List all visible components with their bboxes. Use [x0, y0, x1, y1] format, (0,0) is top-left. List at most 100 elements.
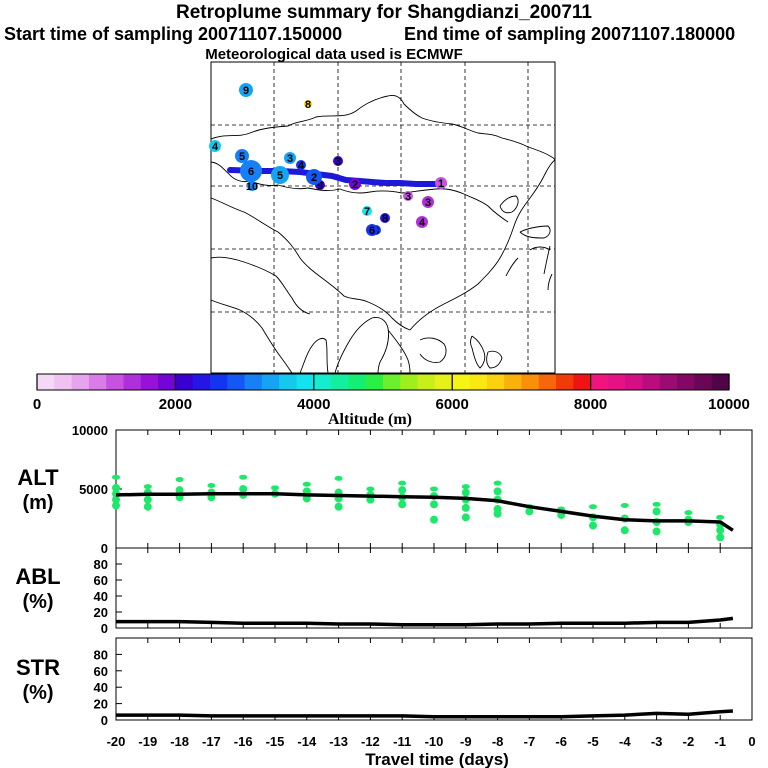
- chart-title: Retroplume summary for Shangdianzi_20071…: [175, 2, 593, 23]
- map-marker: [296, 160, 306, 170]
- str-series-line: [116, 709, 734, 719]
- colorbar-swatch: [434, 374, 453, 390]
- alt-scatter-point: [461, 488, 470, 497]
- colorbar-swatch: [71, 374, 90, 390]
- colorbar-tick-label: 10000: [708, 396, 750, 413]
- map-marker-label: 8: [305, 99, 311, 111]
- y-tick-label: 0: [101, 713, 108, 728]
- colorbar-swatch: [261, 374, 280, 390]
- colorbar-swatch: [123, 374, 142, 390]
- colorbar-tick-label: 4000: [297, 396, 330, 413]
- alt-scatter-point: [716, 526, 725, 535]
- colorbar-swatch: [469, 374, 488, 390]
- map-marker-label: 6: [248, 166, 254, 178]
- x-tick-label: -8: [492, 734, 504, 749]
- x-tick-label: -11: [393, 734, 411, 749]
- colorbar-swatch: [227, 374, 246, 390]
- colorbar-swatch: [538, 374, 557, 390]
- y-tick-label: 60: [94, 573, 108, 588]
- map-marker-label: 1: [438, 178, 444, 190]
- colorbar-swatch: [210, 374, 228, 390]
- alt-scatter-point: [652, 507, 661, 516]
- map-marker: [366, 224, 378, 236]
- y-tick-label: 20: [94, 697, 108, 712]
- alt-scatter-point: [334, 502, 343, 511]
- map-marker: [306, 169, 322, 185]
- alt-scatter-point: [207, 482, 216, 488]
- map-marker-label: 5: [277, 170, 283, 182]
- map-marker-label: 4: [212, 141, 219, 153]
- plot-frame: [115, 637, 753, 721]
- y-tick-label: 80: [94, 557, 108, 572]
- alt-scatter-point: [716, 514, 725, 520]
- map-marker-label: 2: [311, 172, 317, 184]
- end-time-label: End time of sampling 20071107.180000: [404, 24, 736, 44]
- colorbar-swatch: [521, 374, 540, 390]
- map-marker: [284, 152, 296, 164]
- map-marker: [333, 156, 343, 166]
- colorbar-swatch: [313, 374, 332, 390]
- colorbar-swatch: [642, 374, 661, 390]
- alt-scatter-point: [112, 501, 120, 510]
- colorbar-label: Altitude (m): [328, 411, 412, 428]
- alt-scatter-point: [430, 500, 438, 509]
- map-panel: 9843543928786343165210: [209, 61, 556, 374]
- alt-scatter-point: [175, 477, 184, 483]
- x-axis: -20 -19 -18 -17 -16 -15 -14 -13 -12 -11 -10 -9 -8 -7-…: [107, 734, 756, 768]
- map-marker: [304, 100, 312, 108]
- met-data-label: Meteorological data used is ECMWF: [205, 46, 463, 63]
- y-tick-label: 0: [101, 541, 108, 556]
- abl-series-line: [116, 616, 734, 627]
- alt-scatter-point: [239, 485, 248, 493]
- map-marker: [403, 191, 413, 201]
- y-axis-unit: (m): [22, 492, 53, 514]
- colorbar-tick-label: 2000: [159, 396, 192, 413]
- map-marker-label: 8: [382, 213, 388, 225]
- colorbar-swatch: [383, 374, 401, 390]
- alt-scatter-point: [684, 510, 693, 516]
- coastlines: [210, 95, 556, 374]
- alt-scatter-point: [461, 513, 470, 522]
- alt-scatter-point: [112, 495, 120, 504]
- colorbar-swatch: [486, 374, 505, 390]
- y-axis-label: ABL: [15, 564, 60, 589]
- y-axis-label: STR: [16, 655, 60, 680]
- map-marker-label: 6: [369, 225, 375, 237]
- map-grid: [211, 62, 555, 373]
- map-marker-label: 7: [364, 206, 370, 218]
- y-tick-label: 10000: [72, 423, 108, 438]
- alt-scatter-point: [652, 501, 661, 507]
- colorbar-swatch: [54, 374, 73, 390]
- alt-series-line: [115, 491, 734, 532]
- map-marker-label: 3: [405, 191, 411, 203]
- colorbar-swatch: [348, 374, 367, 390]
- alt-scatter-point: [430, 486, 438, 492]
- x-axis-label: Travel time (days): [365, 750, 509, 768]
- x-tick-label: -14: [297, 734, 317, 749]
- alt-scatter-point: [271, 485, 279, 491]
- alt-scatter-point: [398, 486, 407, 495]
- plot-frame: [115, 547, 753, 629]
- colorbar-swatch: [175, 374, 194, 390]
- colorbar-swatch: [659, 374, 678, 390]
- map-marker: [422, 196, 434, 208]
- colorbar-swatch: [625, 374, 644, 390]
- y-tick-label: 60: [94, 664, 108, 679]
- map-marker: [271, 166, 289, 184]
- alt-scatter-point: [143, 495, 152, 504]
- alt-scatter-point: [525, 507, 534, 516]
- x-tick-label: -10: [425, 734, 444, 749]
- x-tick-label: -20: [107, 734, 126, 749]
- alt-scatter-point: [430, 515, 438, 524]
- alt-scatter-point: [112, 483, 120, 492]
- y-tick-label: 0: [101, 621, 108, 636]
- alt-scatter-point: [334, 475, 343, 481]
- x-tick-label: -1: [714, 734, 726, 749]
- alt-scatter-point: [366, 486, 375, 492]
- alt-scatter-point: [112, 474, 120, 480]
- map-marker-label: 3: [425, 197, 431, 209]
- y-axis-unit: (%): [22, 591, 53, 613]
- x-tick-label: -2: [683, 734, 695, 749]
- y-tick-label: 20: [94, 605, 108, 620]
